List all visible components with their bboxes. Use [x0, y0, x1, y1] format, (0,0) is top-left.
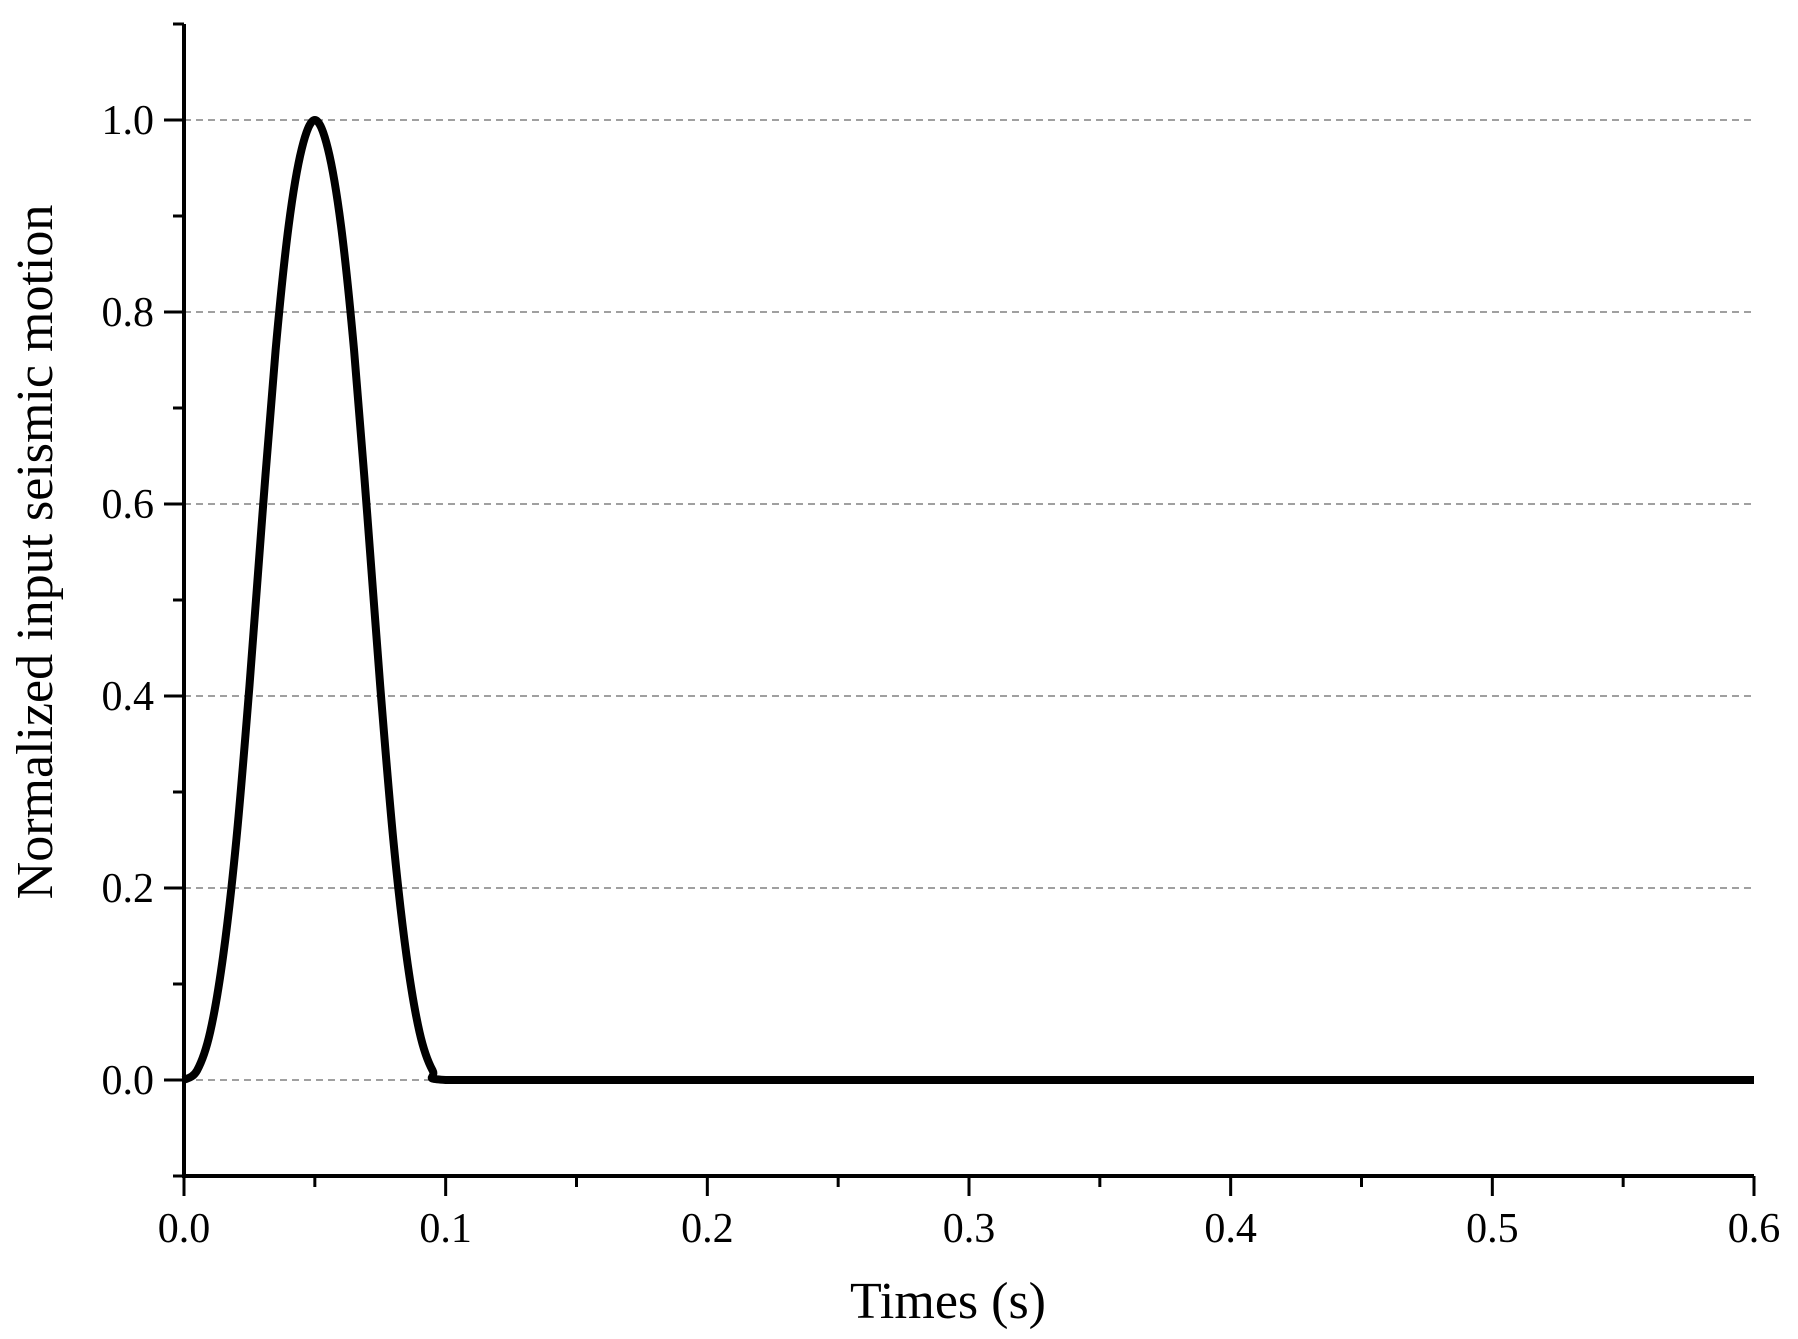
y-tick-label: 0.4 [102, 674, 155, 720]
grid-layer [184, 119, 1754, 1081]
x-tick-label: 0.6 [1728, 1206, 1781, 1252]
series-line [181, 116, 1754, 1085]
y-tick-label: 0.0 [102, 1058, 155, 1104]
x-tick-label: 0.4 [1204, 1206, 1257, 1252]
x-tick-label: 0.5 [1466, 1206, 1519, 1252]
tick-labels-layer: 0.0 0.1 0.2 0.3 0.4 0.5 0.6 0.0 0.2 0.4 0.6 0.8 1.0 [102, 98, 1781, 1252]
series-layer [181, 116, 1754, 1085]
y-tick-label: 0.8 [102, 290, 155, 336]
x-tick-label: 0.3 [943, 1206, 996, 1252]
x-tick-label: 0.2 [681, 1206, 734, 1252]
y-tick-label: 0.2 [102, 866, 155, 912]
x-tick-label: 0.1 [419, 1206, 472, 1252]
ticks-layer [164, 22, 1756, 1196]
y-tick-label: 1.0 [102, 98, 155, 144]
y-tick-label: 0.6 [102, 482, 155, 528]
x-axis-title: Times (s) [850, 1273, 1046, 1330]
y-axis-title: Normalized input seismic motion [7, 205, 64, 900]
x-tick-label: 0.0 [158, 1206, 211, 1252]
